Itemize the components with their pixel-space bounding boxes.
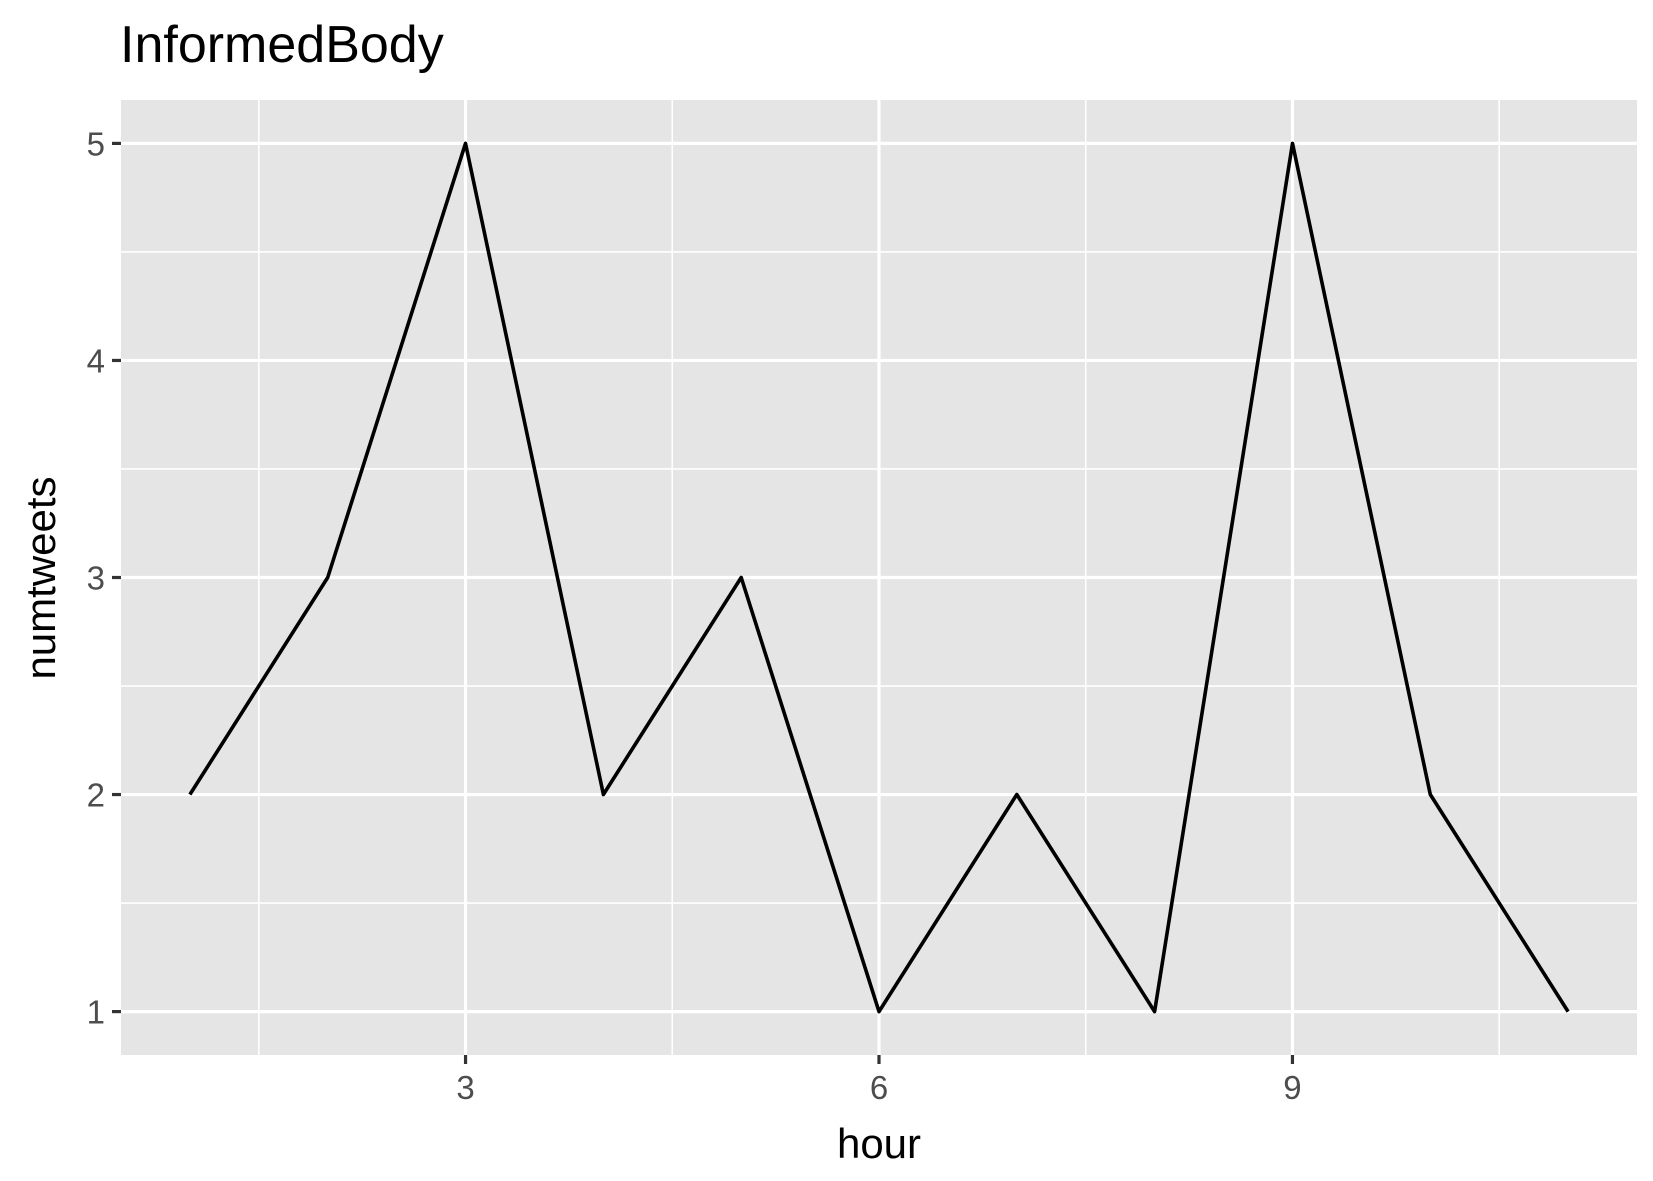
chart-title: InformedBody	[120, 16, 444, 74]
y-tick-label: 5	[87, 125, 105, 162]
x-axis-title: hour	[837, 1120, 921, 1167]
major-gridlines	[121, 100, 1637, 1055]
x-axis: 3 6 9	[456, 1055, 1302, 1106]
x-tick-label: 6	[870, 1069, 888, 1106]
y-tick-label: 1	[87, 994, 105, 1031]
series-group	[188, 141, 1570, 1014]
series-line	[188, 141, 1570, 1014]
x-tick-label: 3	[456, 1069, 474, 1106]
y-tick-label: 2	[87, 777, 105, 814]
x-tick-label: 9	[1283, 1069, 1301, 1106]
y-axis-title: numtweets	[17, 476, 64, 679]
y-tick-label: 3	[87, 560, 105, 597]
y-axis: 1 2 3 4 5	[87, 125, 121, 1031]
y-tick-label: 4	[87, 342, 105, 379]
